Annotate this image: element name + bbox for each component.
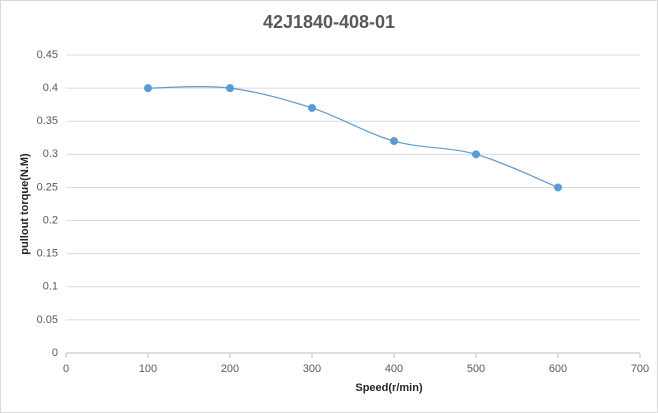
y-tick-label: 0.4: [43, 82, 58, 94]
x-tick-label: 0: [63, 363, 69, 375]
chart-title: 42J1840-408-01: [263, 12, 395, 32]
x-tick-label: 100: [139, 363, 157, 375]
data-point: [390, 137, 398, 146]
x-tick-label: 200: [221, 363, 239, 375]
x-tick-label: 700: [631, 363, 649, 375]
x-tick-label: 400: [385, 363, 403, 375]
y-tick-label: 0.1: [43, 281, 58, 293]
x-tick-label: 500: [467, 363, 485, 375]
y-tick-label: 0.15: [37, 248, 58, 260]
y-tick-label: 0.25: [37, 181, 58, 193]
x-tick-label: 600: [549, 363, 567, 375]
data-point: [554, 183, 562, 192]
y-tick-label: 0.2: [43, 214, 58, 226]
y-tick-label: 0.05: [37, 314, 58, 326]
y-tick-label: 0.35: [37, 115, 58, 127]
y-tick-label: 0.45: [37, 49, 58, 61]
x-axis-label: Speed(r/min): [355, 382, 423, 394]
data-point: [226, 84, 234, 93]
y-axis-label: pullout torque(N.M): [19, 153, 31, 255]
y-tick-label: 0.3: [43, 148, 58, 160]
series-line: [147, 86, 559, 189]
x-tick-label: 300: [303, 363, 321, 375]
data-point: [308, 103, 316, 112]
data-point: [144, 84, 152, 93]
data-point: [472, 150, 480, 159]
y-tick-label: 0: [52, 347, 58, 359]
